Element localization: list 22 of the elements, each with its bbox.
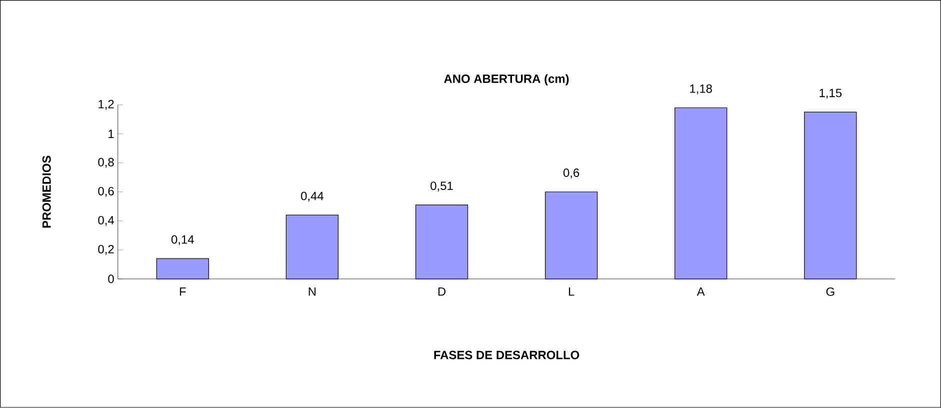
data-label: 0,6 bbox=[563, 168, 580, 178]
x-tick-label: G bbox=[826, 288, 834, 296]
data-label: 0,14 bbox=[171, 235, 194, 246]
y-tick-label: 0,6 bbox=[98, 187, 114, 197]
x-tick-label: A bbox=[696, 288, 705, 296]
data-label: 1,18 bbox=[690, 84, 712, 94]
chart-title: ANO ABERTURA (cm) bbox=[444, 74, 569, 86]
y-tick-label: 0,2 bbox=[98, 245, 114, 255]
y-tick-label: 1 bbox=[108, 130, 114, 138]
y-tick-label: 1,2 bbox=[98, 100, 114, 110]
x-axis-title: FASES DE DESARROLLO bbox=[434, 350, 580, 360]
x-tick-label: D bbox=[438, 288, 446, 296]
data-label: 1,15 bbox=[820, 88, 842, 99]
data-label: 0,51 bbox=[430, 182, 453, 192]
data-label: 0,44 bbox=[301, 192, 324, 202]
y-axis-title: PROMEDIOS bbox=[42, 156, 51, 228]
x-tick-label: N bbox=[308, 288, 316, 296]
y-tick-label: 0,8 bbox=[98, 158, 114, 168]
x-tick-label: F bbox=[180, 288, 186, 296]
y-tick-label: 0 bbox=[108, 274, 114, 284]
y-tick-label: 0,4 bbox=[98, 216, 114, 226]
x-tick-label: L bbox=[568, 288, 574, 296]
